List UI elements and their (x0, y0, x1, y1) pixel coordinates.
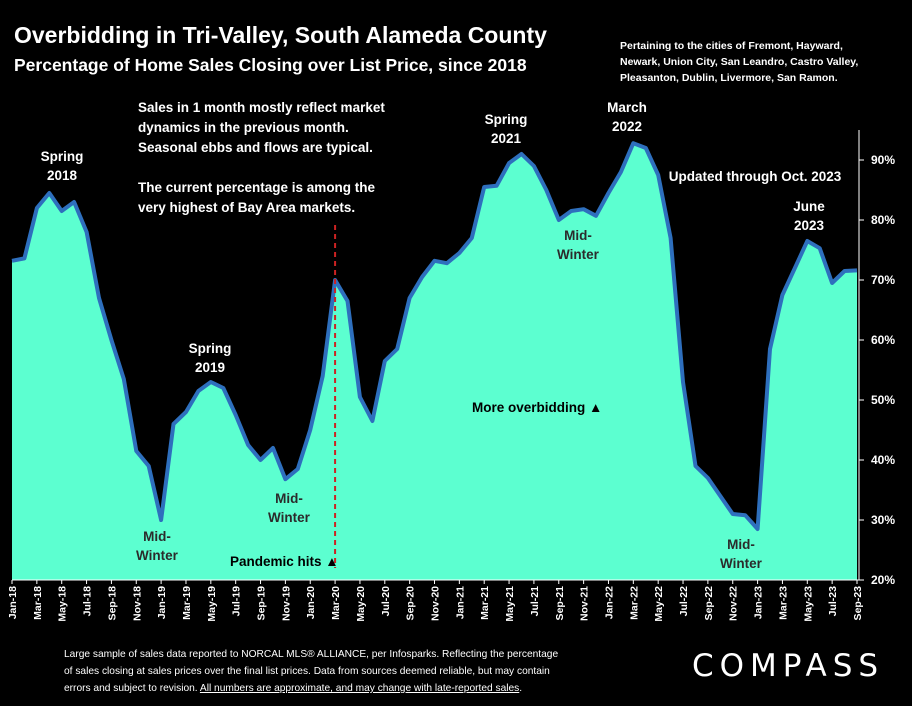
annotation-spring-2019: Spring (189, 341, 232, 356)
annotation-mid-winter-2023: Winter (720, 556, 763, 571)
area-fill (12, 143, 857, 580)
annotation-march-2022: March (607, 100, 647, 115)
x-tick-label: Jan-23 (753, 586, 765, 619)
annotation-updated: Updated through Oct. 2023 (669, 169, 842, 184)
x-tick-label: Jul-18 (82, 586, 94, 617)
y-tick-label: 90% (871, 153, 895, 167)
annotation-mid-winter-2019: Winter (136, 548, 179, 563)
x-tick-label: Nov-21 (579, 586, 591, 621)
cities-line: Pertaining to the cities of Fremont, Hay… (620, 40, 843, 52)
x-tick-label: May-18 (57, 586, 69, 622)
chart-note-line: dynamics in the previous month. (138, 120, 349, 135)
x-tick-label: Mar-23 (777, 586, 789, 620)
x-tick-label: Nov-20 (430, 586, 442, 621)
x-tick-label: Sep-23 (852, 586, 864, 621)
x-tick-label: Jan-18 (7, 586, 19, 619)
x-tick-label: Mar-22 (628, 586, 640, 620)
x-tick-label: May-19 (206, 586, 218, 622)
cities-line: Newark, Union City, San Leandro, Castro … (620, 56, 859, 68)
x-tick-label: Jul-21 (529, 586, 541, 617)
x-tick-label: Nov-19 (280, 586, 292, 621)
annotation-june-2023: 2023 (794, 218, 825, 233)
x-tick-label: Nov-18 (131, 586, 143, 621)
annotation-more-overbidding: More overbidding ▲ (472, 400, 602, 415)
x-tick-label: May-23 (802, 586, 814, 622)
x-tick-label: Jan-20 (305, 586, 317, 619)
x-tick-label: Sep-18 (106, 586, 118, 621)
footer-line: errors and subject to revision. (64, 683, 200, 694)
compass-logo: COMPASS (692, 648, 885, 684)
x-tick-label: Jan-19 (156, 586, 168, 619)
annotation-mid-winter-2019: Mid- (143, 529, 171, 544)
annotation-mid-winter-2022: Winter (557, 247, 600, 262)
chart-subtitle: Percentage of Home Sales Closing over Li… (14, 55, 527, 75)
footer-period: . (519, 683, 523, 694)
y-tick-label: 30% (871, 513, 895, 527)
x-tick-label: Jan-21 (454, 586, 466, 619)
cities-note: Pertaining to the cities of Fremont, Hay… (620, 38, 900, 86)
y-tick-label: 20% (871, 573, 895, 587)
x-tick-label: Jan-22 (603, 586, 615, 619)
footer-line: of sales closing at sales prices over th… (64, 666, 550, 677)
x-tick-label: May-21 (504, 586, 516, 622)
annotation-spring-2021: 2021 (491, 131, 522, 146)
series-line (11, 141, 858, 531)
x-tick-label: Jul-23 (827, 586, 839, 617)
annotation-spring-2018: 2018 (47, 168, 78, 183)
x-tick-label: Sep-20 (405, 586, 417, 621)
annotation-mid-winter-2022: Mid- (564, 228, 592, 243)
chart-note-line: Sales in 1 month mostly reflect market (138, 100, 385, 115)
footer-note: Large sample of sales data reported to N… (64, 646, 664, 697)
cities-line: Pleasanton, Dublin, Livermore, San Ramon… (620, 72, 838, 84)
y-tick-label: 50% (871, 393, 895, 407)
x-tick-label: Jul-19 (231, 586, 243, 617)
x-tick-label: Mar-21 (479, 586, 491, 620)
annotation-june-2023: June (793, 199, 825, 214)
chart-title: Overbidding in Tri-Valley, South Alameda… (14, 22, 547, 48)
annotation-spring-2019: 2019 (195, 360, 225, 375)
x-tick-label: Nov-22 (728, 586, 740, 621)
x-tick-label: Jul-22 (678, 586, 690, 617)
y-tick-label: 80% (871, 213, 895, 227)
chart-note-line: very highest of Bay Area markets. (138, 200, 355, 215)
footer-disclaimer: All numbers are approximate, and may cha… (199, 683, 520, 694)
annotation-pandemic: Pandemic hits ▲ (230, 554, 339, 569)
annotation-march-2022: 2022 (612, 119, 642, 134)
footer-line: Large sample of sales data reported to N… (64, 649, 559, 660)
x-tick-label: Jul-20 (380, 586, 392, 617)
x-tick-label: Sep-21 (554, 586, 566, 621)
x-tick-label: Mar-18 (32, 586, 44, 620)
x-tick-label: Sep-22 (703, 586, 715, 621)
y-tick-label: 40% (871, 453, 895, 467)
x-tick-label: May-20 (355, 586, 367, 622)
x-tick-label: May-22 (653, 586, 665, 622)
x-tick-label: Sep-19 (256, 586, 268, 621)
y-tick-label: 70% (871, 273, 895, 287)
y-tick-label: 60% (871, 333, 895, 347)
annotation-mid-winter-2020: Mid- (275, 491, 303, 506)
annotation-spring-2021: Spring (485, 112, 528, 127)
chart-note-line: Seasonal ebbs and flows are typical. (138, 140, 373, 155)
annotation-spring-2018: Spring (41, 149, 84, 164)
x-tick-label: Mar-20 (330, 586, 342, 620)
x-tick-label: Mar-19 (181, 586, 193, 620)
annotation-mid-winter-2023: Mid- (727, 537, 755, 552)
chart-note-line: The current percentage is among the (138, 180, 376, 195)
annotation-mid-winter-2020: Winter (268, 510, 311, 525)
